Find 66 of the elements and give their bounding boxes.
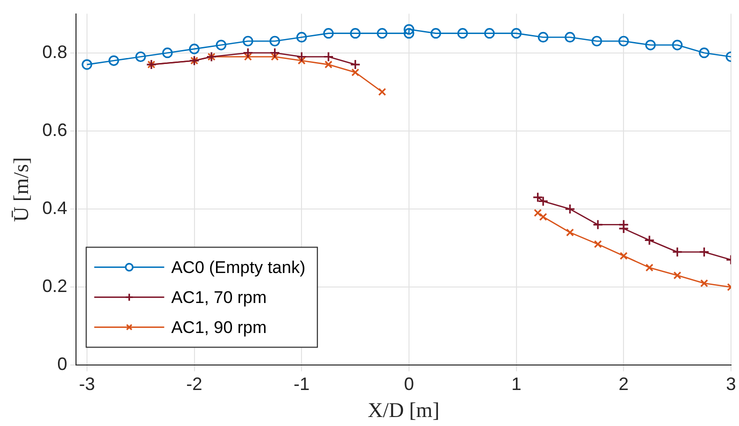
point (270, 36, 280, 46)
point (404, 28, 414, 39)
x-tick-label: 1 (511, 374, 522, 394)
point (270, 48, 280, 58)
point (592, 36, 602, 46)
point (620, 252, 628, 260)
y-tick-label: 0.8 (42, 42, 68, 62)
point (324, 60, 332, 69)
point (618, 36, 629, 46)
point (296, 51, 307, 62)
point (564, 204, 576, 214)
point (592, 219, 604, 230)
point (216, 40, 226, 50)
point (698, 48, 710, 58)
point (564, 32, 576, 43)
x-tick-label: -1 (294, 374, 310, 394)
x-tick-label: 0 (404, 374, 414, 394)
point (700, 279, 708, 288)
point (378, 88, 386, 96)
point (404, 24, 414, 35)
point (296, 32, 307, 43)
point (673, 271, 682, 280)
point (511, 28, 522, 39)
point (242, 36, 254, 46)
x-axis-title: X/D [m] (368, 398, 440, 422)
point (376, 28, 388, 39)
legend-label: AC1, 90 rpm (171, 318, 267, 337)
point (566, 228, 574, 236)
point (594, 240, 602, 248)
point (534, 208, 542, 217)
point (108, 55, 120, 66)
point (270, 52, 279, 61)
point (351, 68, 360, 76)
point (645, 264, 654, 272)
y-tick-label: 0 (57, 354, 68, 374)
legend-label: AC1, 70 rpm (171, 288, 267, 307)
point (350, 28, 361, 39)
x-tick-label: 2 (618, 374, 629, 394)
point (484, 28, 495, 39)
point (698, 246, 710, 258)
x-tick-label: -2 (186, 374, 202, 394)
legend-label: AC0 (Empty tank) (171, 258, 306, 277)
point (162, 48, 173, 58)
point (323, 51, 334, 62)
point (350, 59, 361, 70)
point (82, 59, 92, 70)
point (188, 44, 200, 54)
x-tick-label: 3 (726, 374, 736, 394)
y-tick-label: 0.2 (42, 276, 68, 296)
point (645, 40, 656, 50)
point (244, 52, 252, 61)
y-tick-label: 0.4 (42, 198, 68, 218)
point (298, 56, 306, 65)
point (135, 51, 146, 62)
y-axis-title: Ū [m/s] (9, 157, 34, 222)
y-tick-label: 0.6 (42, 120, 68, 140)
point (323, 28, 334, 39)
x-tick-label: -3 (78, 374, 95, 394)
point (242, 48, 254, 58)
point (538, 32, 548, 43)
point (644, 234, 655, 246)
point (457, 28, 468, 39)
point (430, 28, 442, 39)
point (672, 40, 683, 50)
point (539, 212, 548, 221)
point (672, 246, 683, 258)
